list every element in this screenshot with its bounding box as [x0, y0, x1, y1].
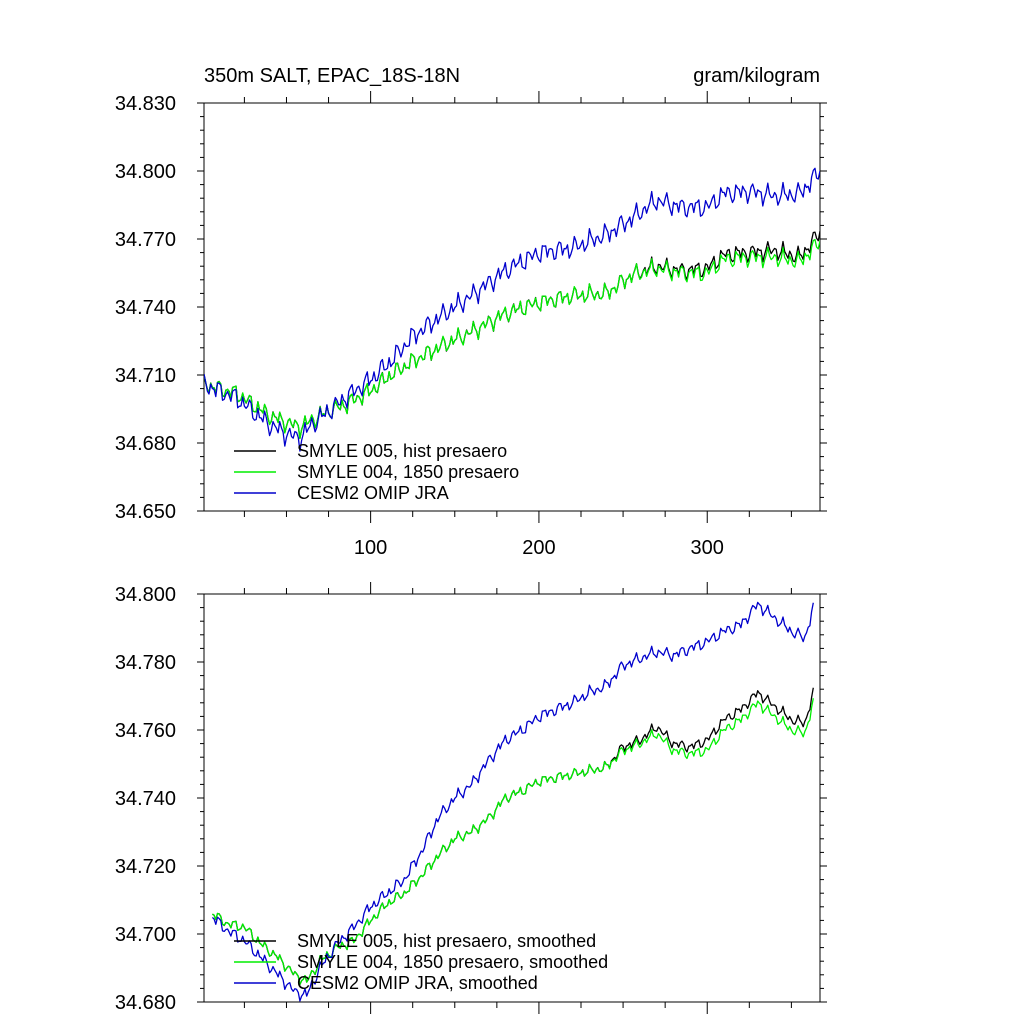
y-tick-label: 34.800	[115, 584, 176, 606]
series-line-smyle004	[212, 698, 814, 986]
x-tick-label: 200	[522, 537, 555, 559]
y-tick-label: 34.830	[115, 93, 176, 115]
y-tick-label: 34.710	[115, 365, 176, 387]
series-group	[211, 601, 814, 1002]
series-group	[204, 167, 820, 452]
legend-label-omip: CESM2 OMIP JRA	[297, 483, 449, 503]
y-tick-label: 34.770	[115, 229, 176, 251]
series-line-smyle004	[204, 238, 820, 440]
y-tick-label: 34.740	[115, 297, 176, 319]
legend-label-smyle005: SMYLE 005, hist presaero, smoothed	[297, 931, 596, 951]
y-tick-label: 34.650	[115, 501, 176, 523]
series-line-omip	[211, 601, 814, 1002]
y-tick-label: 34.740	[115, 788, 176, 810]
y-tick-label: 34.760	[115, 720, 176, 742]
bottom-panel: 34.680 34.700 34.720 34.740 34.760 34.780 34.8…	[115, 582, 827, 1014]
title-left: 350m SALT, EPAC_18S-18N	[204, 65, 460, 87]
x-tick-label: 300	[691, 537, 724, 559]
y-tick-label: 34.700	[115, 924, 176, 946]
legend-label-omip: CESM2 OMIP JRA, smoothed	[297, 973, 538, 993]
x-tick-label: 100	[354, 537, 387, 559]
y-tick-label: 34.680	[115, 433, 176, 455]
legend-label-smyle004: SMYLE 004, 1850 presaero	[297, 462, 519, 482]
top-panel: 34.650 34.680 34.710 34.740 34.770 34.800 34.8…	[115, 91, 827, 559]
y-tick-label: 34.780	[115, 652, 176, 674]
title-right: gram/kilogram	[693, 65, 820, 87]
series-line-omip	[204, 167, 820, 452]
y-tick-label: 34.800	[115, 161, 176, 183]
y-tick-label: 34.720	[115, 856, 176, 878]
legend-label-smyle004: SMYLE 004, 1850 presaero, smoothed	[297, 952, 608, 972]
legend-label-smyle005: SMYLE 005, hist presaero	[297, 441, 507, 461]
y-tick-label: 34.680	[115, 992, 176, 1014]
